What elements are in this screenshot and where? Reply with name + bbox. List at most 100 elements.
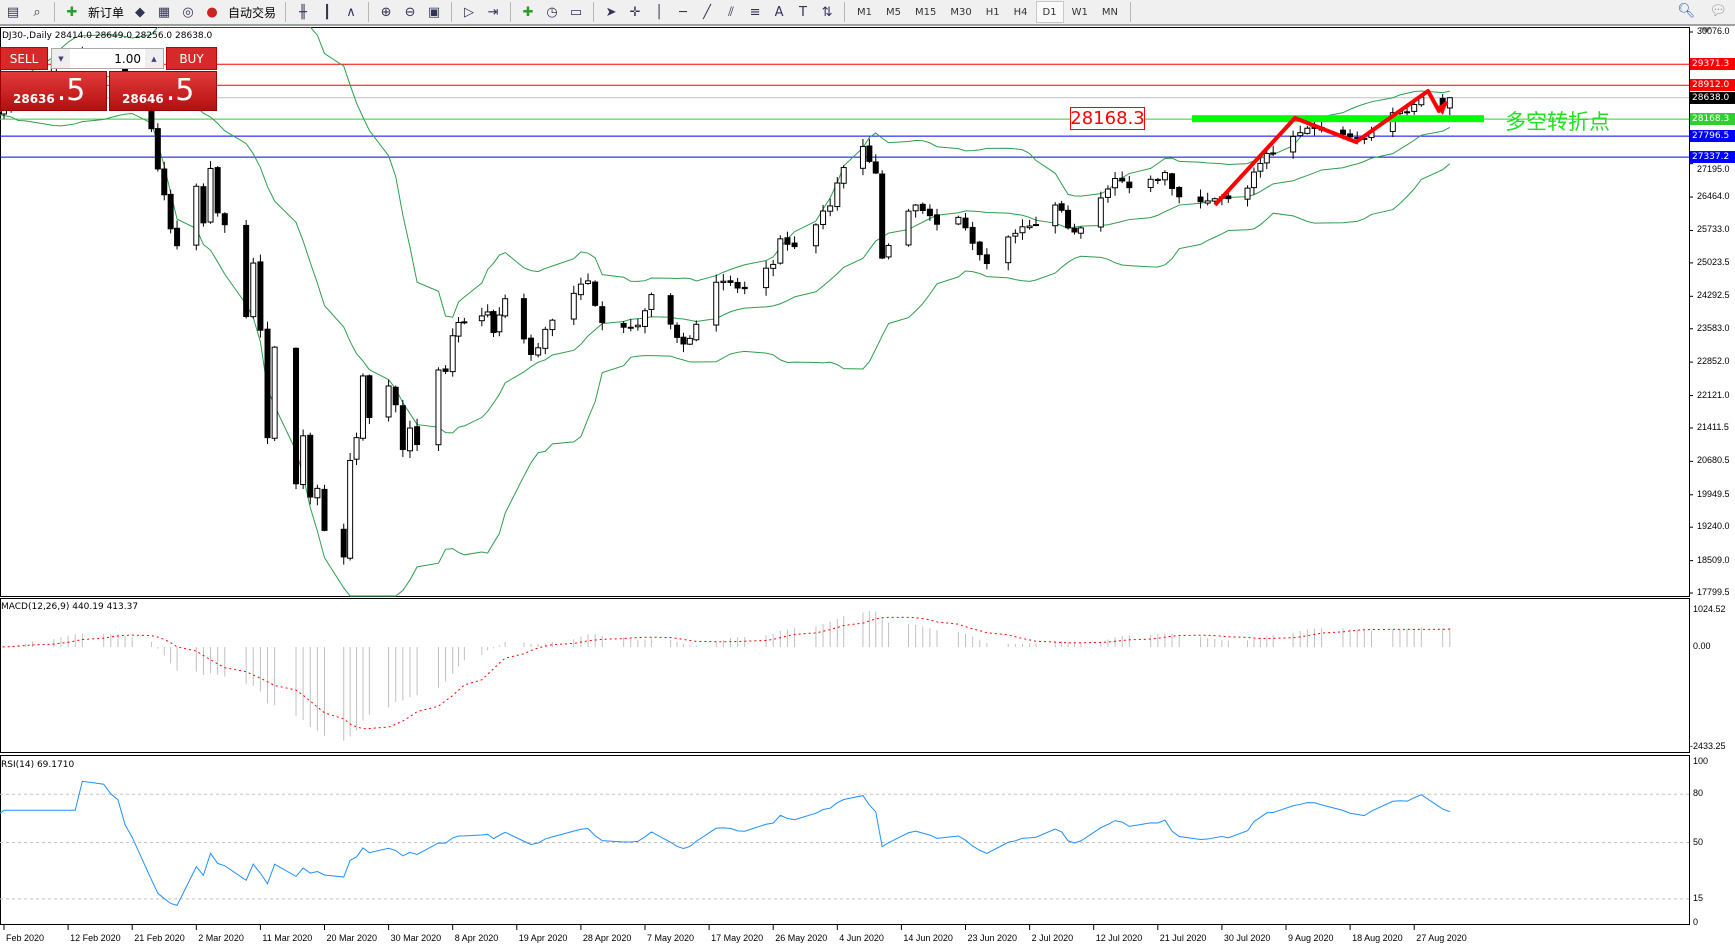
- zoom-out-icon[interactable]: ⊖: [404, 4, 416, 20]
- rsi-tick-label: 15: [1693, 892, 1704, 903]
- text-icon[interactable]: A: [774, 4, 784, 20]
- candle-body: [549, 319, 556, 331]
- trendline-icon[interactable]: ╱: [703, 4, 711, 20]
- equidistant-channel-icon[interactable]: ⫽: [728, 4, 734, 20]
- text-label-icon[interactable]: T: [799, 4, 807, 20]
- annotation-text[interactable]: 多空转折点: [1505, 110, 1610, 134]
- sell-price-button[interactable]: 28636.5: [0, 71, 107, 111]
- candle-body: [243, 224, 250, 318]
- macd-tick-label: 1024.52: [1693, 604, 1726, 614]
- history-icon[interactable]: ▦: [157, 4, 171, 20]
- template-icon[interactable]: ▭: [569, 4, 583, 20]
- red-arrow-head: [1436, 102, 1447, 115]
- add-indicator-icon[interactable]: ✚: [522, 4, 534, 20]
- candle-body: [955, 216, 962, 225]
- cursor-icon[interactable]: ➤: [605, 4, 617, 20]
- line-chart-icon[interactable]: ∧: [346, 4, 356, 20]
- buy-price-button[interactable]: 28646.5: [109, 71, 217, 111]
- candle-body: [1225, 195, 1232, 200]
- zoom-window-icon[interactable]: ⌕: [33, 4, 41, 20]
- candle-body: [442, 368, 449, 372]
- timeframe-mn[interactable]: MN: [1101, 6, 1118, 18]
- macd-panel-frame: [0, 598, 1690, 753]
- candle-chart-icon[interactable]: ┃: [323, 4, 331, 20]
- new-order-icon[interactable]: ✚: [66, 4, 78, 20]
- chat-icon[interactable]: 💬︎: [1709, 3, 1727, 19]
- timeframe-m30[interactable]: M30: [950, 6, 972, 18]
- candle-body: [161, 168, 168, 196]
- fibonacci-icon[interactable]: ≡: [749, 4, 761, 20]
- horizontal-line-icon[interactable]: ─: [679, 4, 687, 20]
- window-icon[interactable]: ▤: [6, 4, 20, 20]
- candle-body: [969, 226, 976, 244]
- timeframe-m5[interactable]: M5: [886, 6, 902, 18]
- buy-button[interactable]: BUY: [166, 47, 217, 70]
- candle-body: [713, 281, 720, 326]
- candle-body: [770, 263, 777, 269]
- decrease-lot-button[interactable]: ▼: [52, 49, 70, 68]
- search-icon[interactable]: 🔍︎: [1677, 3, 1696, 19]
- candle-body: [359, 375, 366, 439]
- timeframe-d1[interactable]: D1: [1035, 1, 1064, 23]
- price-tick-label: 25733.0: [1697, 224, 1730, 235]
- timeframe-m1[interactable]: M1: [857, 6, 873, 18]
- candle-body: [502, 298, 509, 317]
- candle-body: [727, 280, 734, 283]
- toolbar-separator: [54, 2, 55, 22]
- bar-chart-icon[interactable]: ╫: [299, 4, 307, 20]
- candle-body: [167, 193, 174, 230]
- annotation-price-label[interactable]: 28168.3: [1070, 107, 1145, 130]
- clock-icon[interactable]: ◷: [546, 4, 558, 20]
- candle-body: [812, 224, 819, 247]
- lot-stepper[interactable]: ▼ 1.00 ▲: [51, 48, 164, 69]
- crosshair-icon[interactable]: ✛: [629, 4, 641, 20]
- tile-icon[interactable]: ▣: [427, 4, 441, 20]
- autoscroll-icon[interactable]: ▷: [464, 4, 475, 20]
- date-axis-label: 7 May 2020: [647, 933, 695, 943]
- candle-body: [620, 322, 627, 328]
- date-axis-label: 17 May 2020: [711, 933, 764, 943]
- candle-body: [983, 254, 990, 265]
- candle-body: [1169, 173, 1176, 189]
- buy-price-main: 28646: [122, 92, 164, 106]
- sell-button[interactable]: SELL: [0, 47, 48, 70]
- toolbar-separator: [285, 2, 287, 22]
- timeframe-h1[interactable]: H1: [985, 6, 1000, 18]
- candle-body: [634, 324, 641, 328]
- candle-body: [1019, 226, 1026, 234]
- candle-body: [674, 324, 681, 338]
- candle-body: [385, 385, 392, 418]
- candle-body: [872, 161, 879, 174]
- auto-trading-button[interactable]: 自动交易: [228, 5, 277, 20]
- chart-canvas[interactable]: [0, 27, 1735, 949]
- vertical-line-icon[interactable]: │: [655, 4, 663, 20]
- date-axis-label: 14 Jun 2020: [903, 933, 953, 943]
- lot-input[interactable]: 1.00: [114, 51, 141, 66]
- timeframe-w1[interactable]: W1: [1071, 6, 1088, 18]
- timeframe-m15[interactable]: M15: [915, 6, 937, 18]
- candle-body: [174, 227, 181, 247]
- candle-body: [353, 437, 360, 460]
- auto-trading-icon[interactable]: ●: [206, 4, 218, 20]
- gold-icon[interactable]: ◆: [135, 4, 146, 20]
- candle-body: [1204, 200, 1211, 204]
- candle-body: [791, 242, 798, 248]
- candle-body: [885, 244, 892, 258]
- chart-shift-icon[interactable]: ⇥: [487, 4, 499, 20]
- price-tick-label: 19949.5: [1697, 488, 1730, 499]
- new-order-button[interactable]: 新订单: [88, 5, 125, 20]
- macd-signal-line: [0, 616, 1450, 730]
- timeframe-h4[interactable]: H4: [1013, 6, 1028, 18]
- candle-body: [741, 286, 748, 290]
- candle-body: [592, 281, 599, 306]
- zoom-in-icon[interactable]: ⊕: [380, 4, 392, 20]
- candle-body: [599, 306, 606, 323]
- candle-body: [1257, 162, 1264, 172]
- arrows-icon[interactable]: ⇅: [821, 4, 833, 20]
- candle-body: [1411, 103, 1418, 112]
- main-panel-frame: [0, 27, 1690, 597]
- price-tick-label: 26464.0: [1697, 191, 1730, 202]
- candle-body: [1161, 172, 1168, 181]
- signal-icon[interactable]: ◎: [182, 4, 194, 20]
- increase-lot-button[interactable]: ▲: [145, 49, 163, 68]
